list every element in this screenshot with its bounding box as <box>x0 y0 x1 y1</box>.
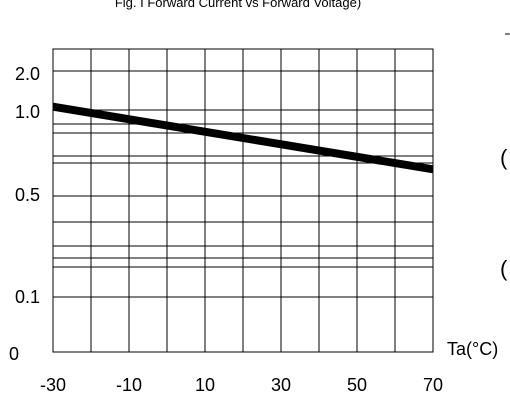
y-tick-labels: 2.0 1.0 0.5 0.1 0 <box>9 64 40 364</box>
x-tick-label: 50 <box>347 375 367 395</box>
plot-frame <box>52 48 434 353</box>
edge-paren-2: ( <box>500 256 508 281</box>
y-tick-label: 0.1 <box>15 287 40 307</box>
x-tick-label: -10 <box>116 375 142 395</box>
x-tick-label: 10 <box>195 375 215 395</box>
x-tick-label: 30 <box>271 375 291 395</box>
x-axis-label: Ta(°C) <box>447 339 498 359</box>
edge-paren-1: ( <box>500 145 508 170</box>
x-tick-label: -30 <box>40 375 66 395</box>
y-tick-label: 2.0 <box>15 64 40 84</box>
x-tick-label: 70 <box>423 375 443 395</box>
plot-grid <box>53 49 433 352</box>
chart-title: Fig. I Forward Current vs Forward Voltag… <box>115 0 361 10</box>
y-tick-label: 0 <box>9 344 19 364</box>
series-line <box>52 102 434 174</box>
y-tick-label: 1.0 <box>15 102 40 122</box>
series-layer <box>52 102 434 174</box>
y-tick-label: 0.5 <box>15 185 40 205</box>
x-tick-labels: -30 -10 10 30 50 70 <box>40 375 443 395</box>
